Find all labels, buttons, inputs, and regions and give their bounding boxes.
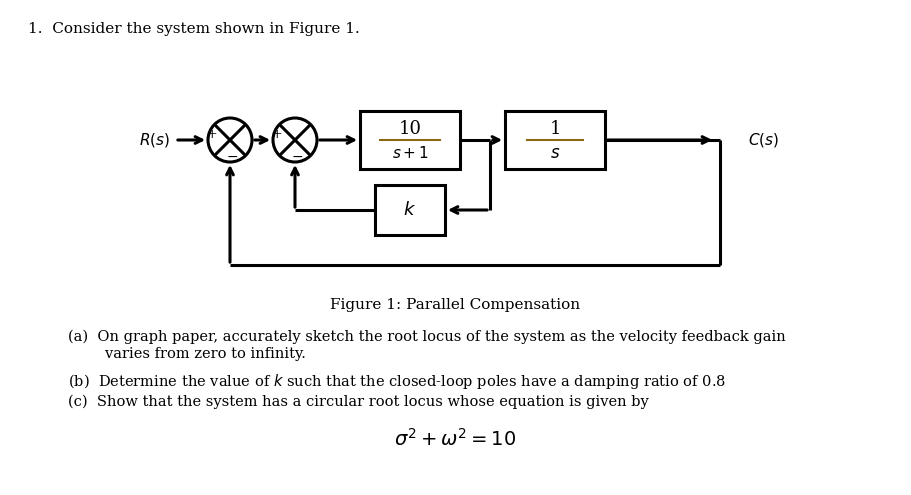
Bar	[505, 111, 605, 169]
Circle shape	[208, 118, 252, 162]
Text: −: −	[226, 150, 238, 164]
Text: −: −	[292, 150, 302, 164]
Text: $C(s)$: $C(s)$	[748, 131, 779, 149]
Text: (a)  On graph paper, accurately sketch the root locus of the system as the veloc: (a) On graph paper, accurately sketch th…	[68, 330, 786, 345]
Text: (c)  Show that the system has a circular root locus whose equation is given by: (c) Show that the system has a circular …	[68, 395, 649, 409]
Text: (b)  Determine the value of $k$ such that the closed-loop poles have a damping r: (b) Determine the value of $k$ such that…	[68, 372, 725, 391]
Text: $s+1$: $s+1$	[392, 145, 428, 161]
Text: 1: 1	[549, 120, 561, 138]
Text: +: +	[271, 129, 282, 142]
Bar	[375, 185, 445, 235]
Text: $R(s)$: $R(s)$	[139, 131, 170, 149]
Text: $k$: $k$	[404, 201, 416, 219]
Text: 1.  Consider the system shown in Figure 1.: 1. Consider the system shown in Figure 1…	[28, 22, 360, 36]
Text: 10: 10	[398, 120, 422, 138]
Text: $s$: $s$	[550, 145, 560, 161]
Text: varies from zero to infinity.: varies from zero to infinity.	[68, 347, 306, 361]
Text: Figure 1: Parallel Compensation: Figure 1: Parallel Compensation	[330, 298, 580, 312]
Text: $\sigma^2 + \omega^2 = 10$: $\sigma^2 + \omega^2 = 10$	[394, 428, 517, 450]
Text: +: +	[207, 129, 218, 142]
Circle shape	[273, 118, 317, 162]
Bar	[360, 111, 460, 169]
